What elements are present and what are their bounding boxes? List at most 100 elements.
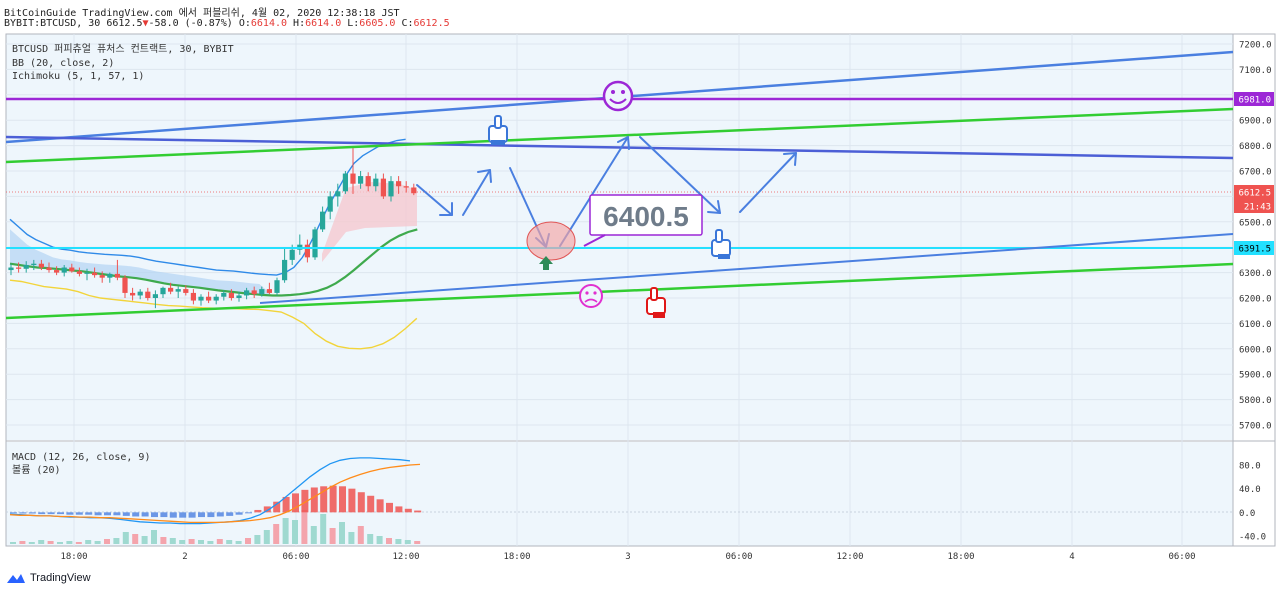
macd-histogram-bar	[207, 512, 215, 518]
macd-histogram-bar	[188, 512, 196, 518]
volume-bar	[113, 538, 120, 544]
time-tick-label: 4	[1069, 552, 1074, 562]
candle-body	[152, 294, 158, 298]
candle-body	[266, 289, 272, 293]
volume-bar	[376, 536, 383, 544]
macd-histogram-bar	[226, 512, 234, 516]
low-label: L:	[347, 18, 360, 29]
macd-histogram-bar	[104, 512, 111, 516]
candle-body	[251, 290, 257, 295]
macd-histogram-bar	[179, 512, 187, 518]
target-circle	[526, 221, 576, 261]
volume-bar	[245, 538, 251, 544]
volume-bars	[10, 510, 421, 544]
volume-bar	[104, 539, 110, 544]
time-tick-label: 18:00	[60, 552, 87, 562]
up-arrow-icon	[539, 256, 553, 270]
volume-bar	[357, 526, 364, 544]
candle-body	[8, 267, 14, 271]
callout-box[interactable]: 6400.5	[583, 194, 703, 247]
bb-upper-line	[9, 138, 406, 276]
macd-histogram-bar	[235, 512, 243, 515]
macd-pane[interactable]	[6, 442, 1233, 546]
candle-body	[213, 296, 219, 301]
candle-body	[221, 292, 227, 297]
macd-histogram-bar	[254, 509, 262, 513]
volume-bar	[94, 541, 101, 544]
trend-line-green-lower[interactable]	[6, 262, 1233, 320]
time-tick-label: 12:00	[836, 552, 863, 562]
volume-bar	[254, 535, 261, 544]
macd-histogram-bar	[57, 512, 64, 515]
macd-histogram-bar	[94, 512, 102, 516]
macd-histogram-bar	[113, 512, 121, 516]
candle-body	[76, 271, 82, 274]
volume-bar	[132, 534, 139, 544]
footer-brand[interactable]: TradingView	[6, 572, 91, 584]
volume-legend: 볼륨 (20)	[12, 464, 61, 476]
macd-histogram-bar	[10, 512, 17, 514]
price-tick-label: 6100.0	[1239, 320, 1272, 330]
candles-group	[8, 148, 417, 309]
candle-body	[259, 289, 265, 295]
macd-axis[interactable]: 80.0 40.0 0.0 -40.0	[1239, 462, 1266, 543]
volume-bar	[339, 522, 345, 544]
pointing-hand-blue-icon	[711, 229, 731, 259]
macd-histogram-bar	[282, 496, 290, 513]
chart-title: BTCUSD 퍼피츄얼 퓨처스 컨트랙트, 30, BYBIT	[12, 43, 234, 55]
price-labels: 6981.0 6612.5 21:43 6391.5	[1234, 92, 1274, 255]
macd-histogram-bar	[66, 512, 74, 515]
macd-histogram-bar	[395, 506, 403, 513]
macd-histogram-bar	[386, 502, 393, 513]
candle-body	[168, 287, 174, 292]
tradingview-logo-icon	[7, 574, 25, 583]
pointing-hand-red-icon	[646, 287, 666, 318]
trend-line-green-upper[interactable]	[6, 107, 1233, 164]
price-tick-label: 6900.0	[1239, 117, 1272, 127]
candle-body	[228, 292, 234, 298]
price-label-text: 6391.5	[1238, 245, 1271, 255]
macd-histogram-bar	[216, 512, 224, 517]
candle-body	[107, 273, 113, 278]
macd-histogram-bar	[348, 488, 356, 513]
trend-line-navy[interactable]	[6, 135, 1233, 160]
macd-histogram-bar	[292, 493, 299, 513]
time-tick-label: 12:00	[392, 552, 419, 562]
price-label-badge	[1234, 241, 1274, 255]
time-axis[interactable]: 18:00 2 06:00 12:00 18:00 3 06:00 12:00 18:00 4 06…	[60, 552, 1195, 562]
candle-body	[365, 176, 371, 187]
candle-body	[190, 292, 196, 301]
projection-arrows[interactable]	[416, 136, 797, 248]
volume-bar	[38, 540, 45, 544]
macd-histogram-bar	[273, 501, 281, 513]
candle-body	[160, 287, 166, 295]
macd-histogram-bar	[47, 512, 55, 515]
volume-bar	[198, 540, 204, 544]
trend-line-blue-lower[interactable]	[259, 233, 1233, 304]
volume-bar	[282, 518, 289, 544]
volume-bar	[395, 539, 402, 544]
volume-bar	[386, 538, 392, 544]
candle-body	[61, 267, 67, 273]
candle-body	[31, 263, 37, 265]
macd-histogram-bar	[310, 487, 318, 513]
bb-legend: BB (20, close, 2)	[12, 58, 114, 69]
volume-bar	[404, 540, 411, 544]
macd-histogram-bar	[339, 486, 346, 513]
candle-body	[84, 272, 90, 274]
macd-histogram	[10, 485, 422, 518]
frown-icon	[579, 284, 603, 308]
price-label-badge	[1234, 92, 1274, 106]
candle-body	[282, 259, 288, 281]
close-label: C:	[401, 18, 414, 29]
volume-bar	[367, 534, 374, 544]
macd-histogram-bar	[75, 512, 83, 515]
close-value: 6612.5	[413, 18, 450, 29]
candle-body	[244, 290, 250, 296]
macd-histogram-bar	[160, 512, 168, 518]
price-label-badge	[1234, 199, 1274, 213]
candle-body	[411, 187, 417, 194]
candle-body	[236, 295, 242, 298]
candle-body	[274, 280, 280, 293]
